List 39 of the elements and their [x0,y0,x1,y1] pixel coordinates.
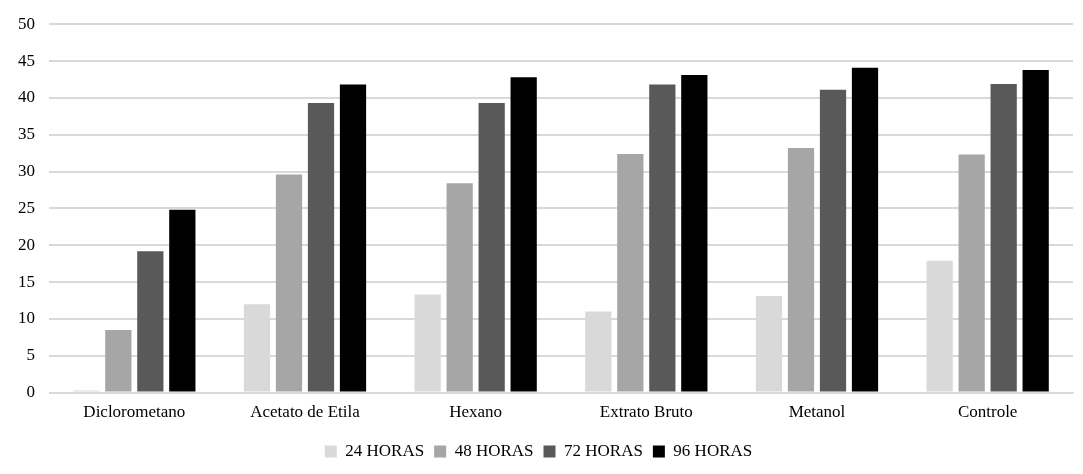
bar [958,154,985,392]
y-tick-label: 40 [18,87,35,107]
bar [339,84,367,392]
x-tick-label: Acetato de Etila [250,402,361,422]
legend-label: 48 HORAS [454,440,534,460]
y-tick-label: 5 [26,345,35,365]
bar [478,103,505,392]
bar [649,84,676,392]
legend-label: 96 HORAS [673,440,753,460]
bar [787,147,815,392]
y-tick-label: 20 [18,234,35,254]
bar [617,153,644,392]
y-tick-label: 45 [18,50,35,70]
bar [681,75,708,392]
bar [446,183,473,392]
x-tick-label: Controle [957,402,1018,422]
x-tick-label: Hexano [449,402,503,422]
y-tick-label: 0 [26,382,35,402]
bar [1022,69,1049,392]
y-tick-label: 10 [18,308,35,328]
bar [169,209,196,392]
bar [819,89,847,392]
bar [307,103,335,392]
bar [990,83,1017,392]
y-tick-label: 50 [18,13,35,33]
bar [105,329,132,392]
legend-label: 24 HORAS [345,440,425,460]
x-tick-label: Diclorometano [83,402,186,422]
bar [851,67,879,392]
bar [510,77,537,392]
y-tick-label: 30 [18,161,35,181]
x-tick-label: Metanol [788,402,846,422]
legend-label: 72 HORAS [564,440,643,460]
y-tick-label: 25 [18,197,35,217]
bar [275,174,303,392]
y-tick-label: 35 [18,124,35,144]
y-tick-label: 15 [18,271,35,291]
bar [137,251,164,392]
x-tick-label: Extrato Bruto [599,402,693,422]
